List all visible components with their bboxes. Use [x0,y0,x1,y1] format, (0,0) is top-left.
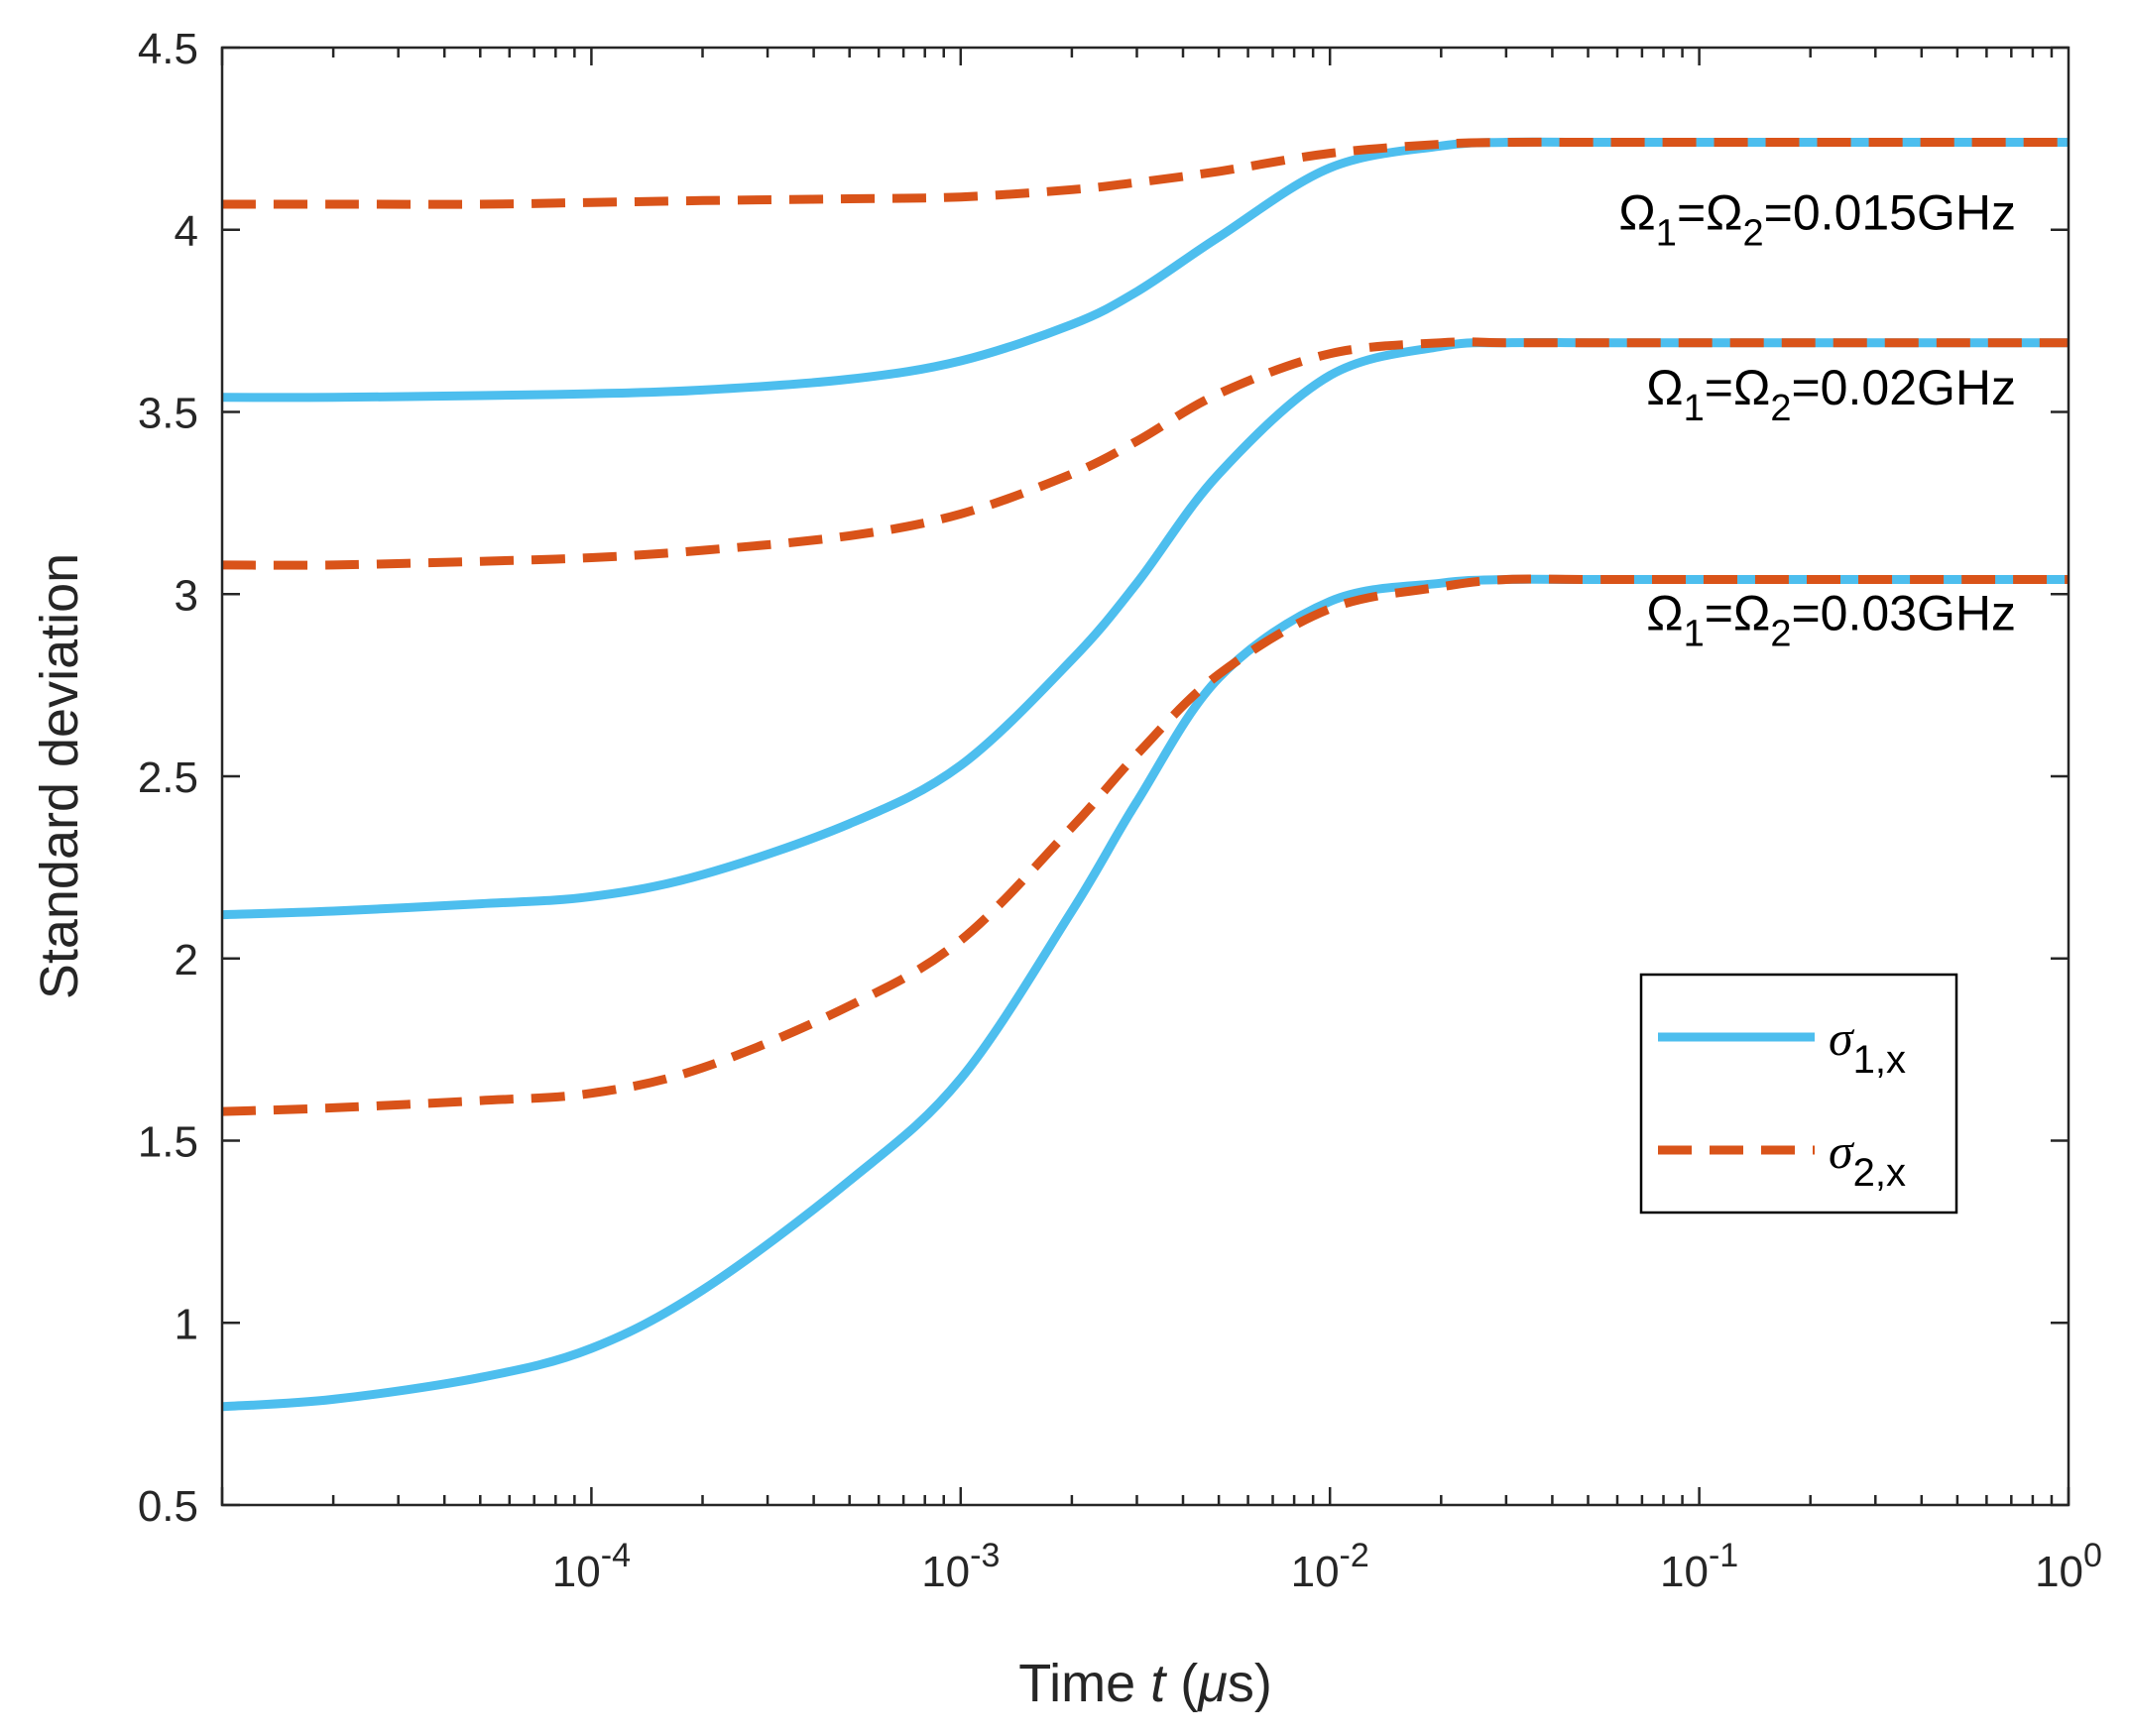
plot-background [222,48,2069,1505]
ticks-layer [220,46,2070,1507]
legend-label-sigma1: σ1,x [1829,1010,1906,1082]
y-tick-label-7: 4 [175,207,198,256]
y-tick-labels: 0.5 1 1.5 2 2.5 3 3.5 4 4.5 [138,25,198,1531]
annotation-2: Ω1=Ω2=0.02GHz [1646,360,2016,429]
curve-annotations: Ω1=Ω2=0.015GHz Ω1=Ω2=0.02GHz Ω1=Ω2=0.03GHz [1618,184,2016,654]
series-line-5 [221,574,2069,1412]
y-tick-label-0: 0.5 [138,1482,198,1531]
annotation-1: Ω1=Ω2=0.015GHz [1618,184,2016,254]
y-tick-label-5: 3 [175,571,198,620]
x-tick-label-0: 10-4 [552,1537,631,1596]
legend-label-sigma2: σ2,x [1829,1123,1906,1195]
annotation-3: Ω1=Ω2=0.03GHz [1646,586,2016,655]
y-tick-label-4: 2.5 [138,753,198,802]
y-axis-label: Standard deviation [30,553,89,999]
series-line-6 [221,574,2069,1116]
x-tick-label-3: 10-1 [1660,1537,1738,1596]
series-line-4 [221,337,2069,570]
y-tick-label-2: 1.5 [138,1118,198,1167]
y-tick-label-6: 3.5 [138,390,198,438]
y-tick-label-1: 1 [175,1300,198,1348]
series-line-2 [222,137,2069,209]
x-tick-label-1: 10-3 [921,1537,1000,1596]
y-tick-label-3: 2 [175,936,198,984]
series-layer [221,137,2069,1412]
y-tick-label-8: 4.5 [138,25,198,73]
x-tick-label-4: 100 [2035,1537,2102,1596]
x-axis-label: Time t (μs) [1018,1654,1272,1713]
x-tick-labels: 10-4 10-3 10-2 10-1 100 [552,1537,2102,1596]
legend: σ1,x σ2,x [1639,973,1958,1215]
x-tick-label-2: 10-2 [1291,1537,1369,1596]
plot-area [220,46,2070,1507]
legend-box [1639,973,1958,1215]
